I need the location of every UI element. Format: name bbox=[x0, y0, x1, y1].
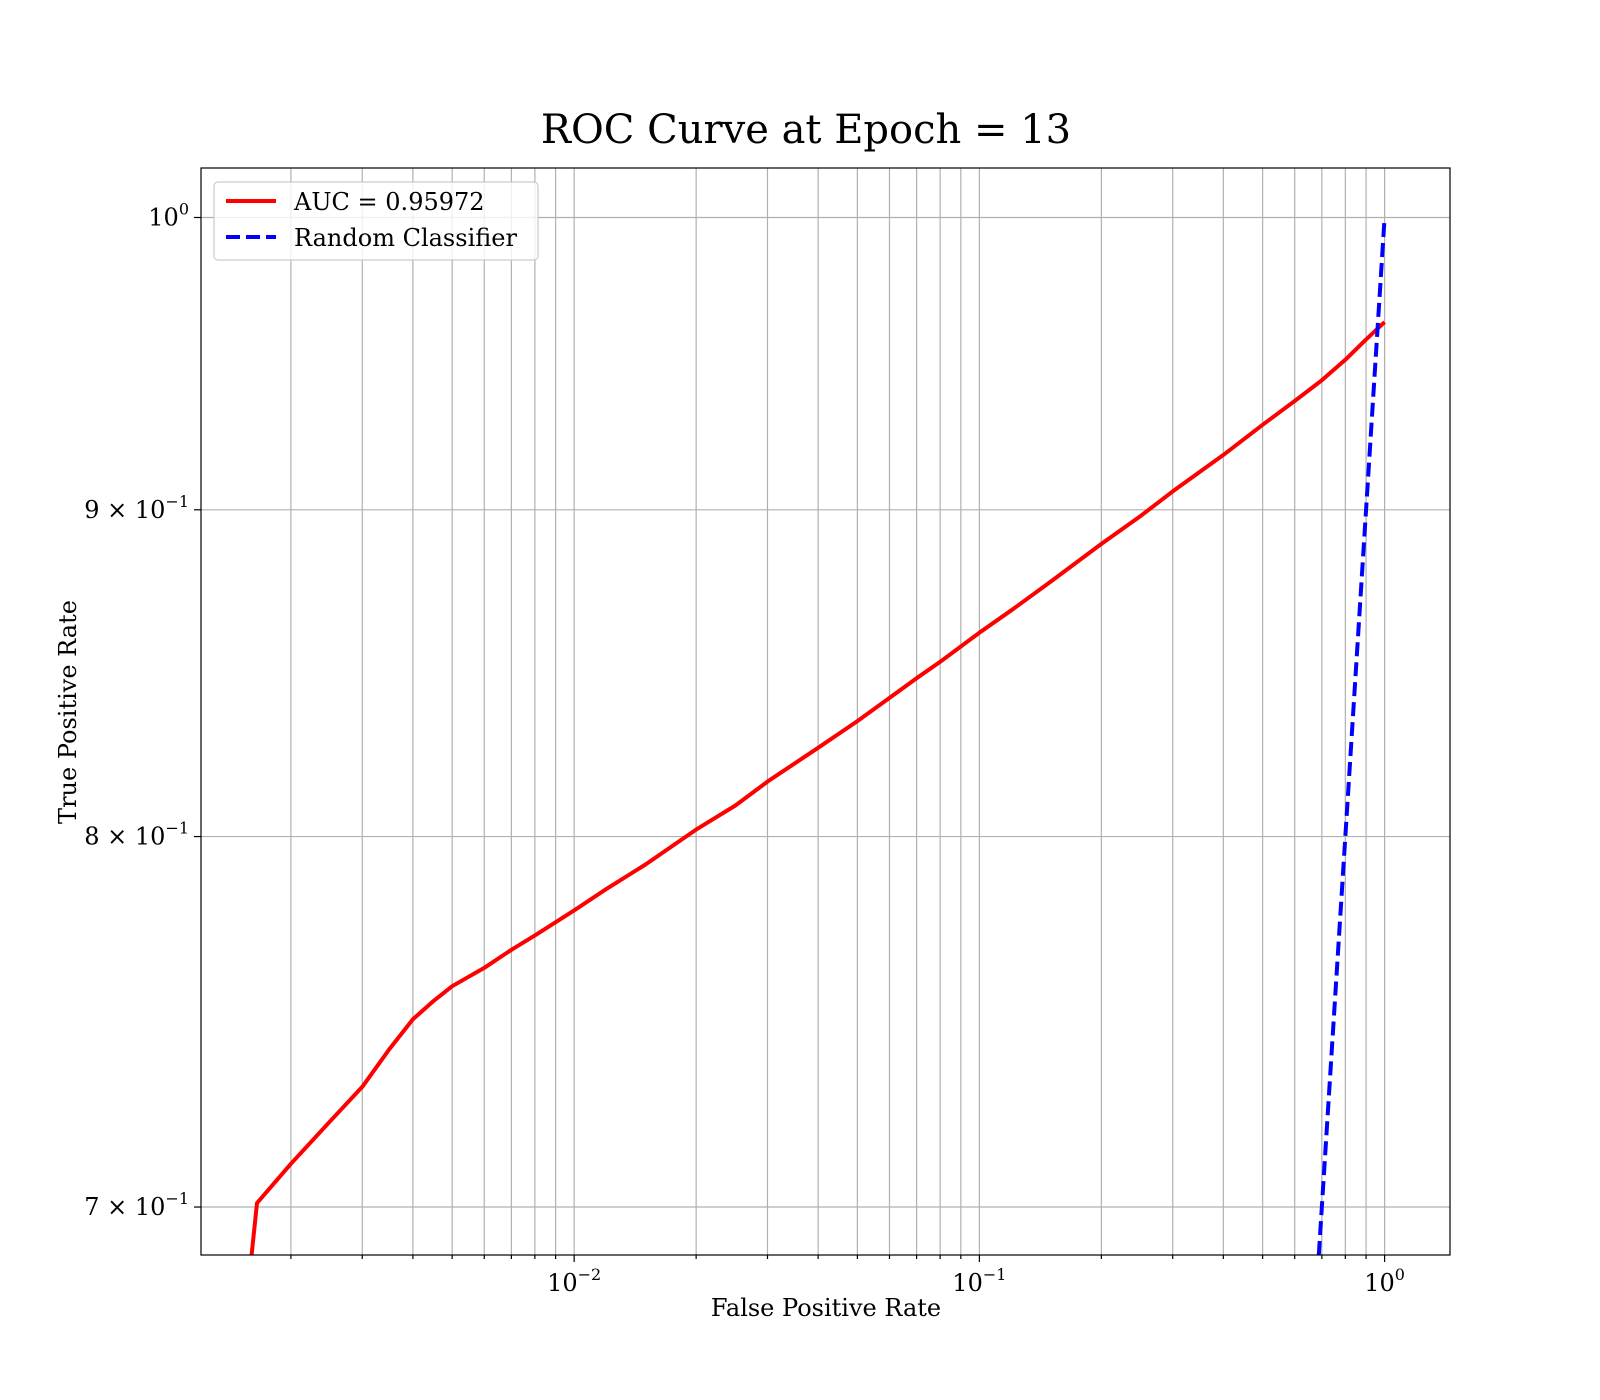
y-axis-label: True Positive Rate bbox=[54, 600, 82, 824]
roc-curve-line bbox=[249, 320, 1386, 1256]
legend-box bbox=[213, 181, 539, 261]
legend-label-auc: AUC = 0.95972 bbox=[293, 188, 485, 216]
x-tick-label: 10−1 bbox=[952, 1265, 1006, 1297]
x-tick-label: 100 bbox=[1364, 1265, 1405, 1297]
x-tick-label: 10−2 bbox=[547, 1265, 601, 1297]
y-tick-label: 100 bbox=[148, 199, 189, 231]
random-classifier-line bbox=[1316, 217, 1387, 1256]
grid bbox=[201, 168, 1450, 1255]
legend: AUC = 0.95972 Random Classifier bbox=[213, 181, 539, 261]
plot-frame bbox=[200, 167, 1451, 1256]
legend-label-random: Random Classifier bbox=[294, 224, 517, 252]
y-tick-label: 9 × 10−1 bbox=[84, 492, 189, 524]
x-axis-label: False Positive Rate bbox=[711, 1294, 941, 1322]
x-axis-ticks: 10−2 10−1 100 bbox=[290, 1255, 1405, 1297]
y-tick-label: 8 × 10−1 bbox=[84, 819, 189, 851]
plot-series bbox=[249, 217, 1387, 1256]
y-axis-ticks: 7 × 10−1 8 × 10−1 9 × 10−1 100 bbox=[84, 199, 201, 1221]
y-tick-label: 7 × 10−1 bbox=[84, 1189, 189, 1221]
chart-title: ROC Curve at Epoch = 13 bbox=[541, 107, 1071, 153]
